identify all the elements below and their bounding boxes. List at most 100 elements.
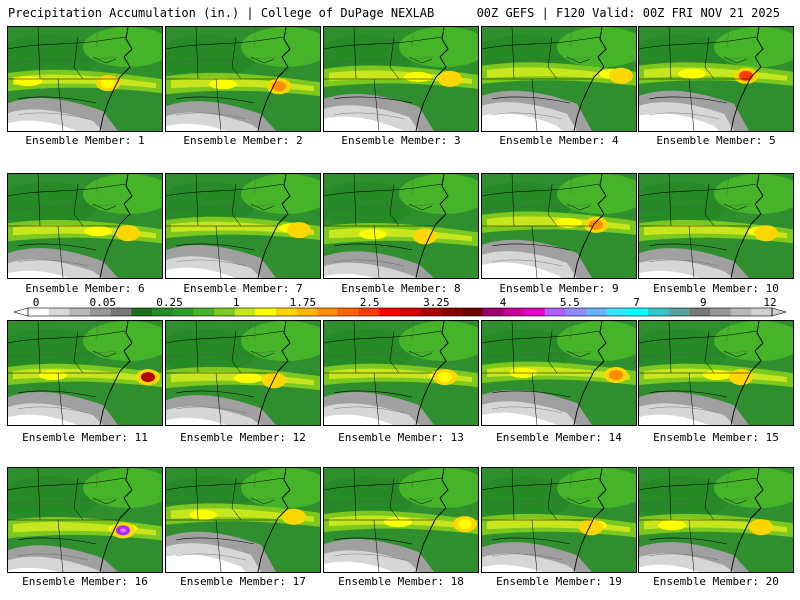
precip-band (359, 229, 387, 240)
county-line (175, 259, 247, 267)
county-line (166, 203, 277, 211)
county-line (95, 174, 99, 195)
state-line (648, 96, 728, 104)
precip-field (241, 174, 320, 214)
county-line (648, 553, 720, 561)
county-line (726, 27, 730, 48)
county-line (253, 321, 257, 342)
precip-band (384, 517, 412, 528)
state-line (333, 390, 413, 398)
colorbar-tick-label: 1.75 (290, 298, 317, 309)
colorbar-swatch (627, 308, 649, 316)
state-line (723, 350, 748, 358)
state-line (668, 468, 672, 521)
dry-area (8, 568, 88, 572)
precip-band (404, 71, 432, 82)
precip-max (458, 519, 472, 530)
precip-band (658, 520, 686, 531)
colorbar-swatch (110, 308, 132, 316)
dry-area (166, 267, 246, 278)
state-line (215, 225, 222, 278)
colorbar-swatch (379, 308, 401, 316)
colorbar-swatch (69, 308, 91, 316)
state-line (688, 225, 695, 278)
state-line (408, 56, 433, 64)
colorbar-swatch (255, 308, 277, 316)
member-label: Ensemble Member: 13 (338, 431, 464, 444)
colorbar-swatch (441, 308, 463, 316)
state-line (566, 497, 591, 505)
state-line (333, 537, 413, 545)
precip-max (287, 511, 301, 522)
state-line (215, 372, 222, 425)
member-label: Ensemble Member: 3 (341, 134, 461, 147)
precip-field (241, 468, 320, 508)
precip-max (759, 228, 773, 239)
state-line (531, 519, 538, 572)
precip-field (557, 174, 636, 214)
county-line (639, 350, 750, 358)
coastline (573, 27, 607, 131)
dry-area (482, 113, 562, 131)
state-line (92, 350, 117, 358)
state-line (333, 96, 413, 104)
county-line (639, 56, 750, 64)
state-line (547, 183, 558, 227)
colorbar-swatch (730, 308, 752, 316)
state-line (73, 330, 84, 374)
county-line (17, 553, 89, 561)
precip-map-panel (165, 320, 321, 426)
precip-map-panel (323, 173, 479, 279)
colorbar-swatch (606, 308, 628, 316)
member-label: Ensemble Member: 4 (499, 134, 619, 147)
colorbar-swatch (172, 308, 194, 316)
county-line (482, 203, 593, 211)
precip-max (443, 73, 457, 84)
colorbar-arrow-right (771, 307, 788, 317)
colorbar-tick-label: 4 (500, 298, 507, 309)
member-label: Ensemble Member: 12 (180, 431, 306, 444)
precip-band (14, 76, 42, 87)
colorbar-swatch (358, 308, 380, 316)
colorbar-swatch (234, 308, 256, 316)
model-run-info: 00Z GEFS | F120 Valid: 00Z FRI NOV 21 20… (476, 6, 780, 20)
county-line (333, 259, 405, 267)
member-label: Ensemble Member: 2 (183, 134, 303, 147)
dry-area (324, 274, 404, 278)
county-line (17, 112, 89, 120)
precip-field (83, 174, 162, 214)
colorbar-frame (27, 307, 773, 317)
member-label: Ensemble Member: 10 (653, 282, 779, 295)
county-line (482, 56, 593, 64)
dry-area (324, 116, 404, 131)
coastline (573, 174, 607, 278)
state-line (566, 203, 591, 211)
dry-area (8, 270, 88, 278)
coastline (573, 468, 607, 572)
precip-field (83, 468, 162, 508)
member-label: Ensemble Member: 1 (25, 134, 145, 147)
coastline (99, 321, 133, 425)
state-line (73, 477, 84, 521)
member-label: Ensemble Member: 5 (656, 134, 776, 147)
state-line (389, 36, 400, 80)
dry-area (639, 113, 719, 131)
precip-band (84, 226, 112, 237)
state-line (353, 468, 357, 521)
precip-max (141, 372, 155, 383)
state-line (231, 477, 242, 521)
state-line (250, 497, 275, 505)
state-line (511, 321, 515, 374)
state-line (373, 372, 380, 425)
state-line (547, 477, 558, 521)
county-line (333, 406, 405, 414)
state-line (704, 36, 715, 80)
colorbar-tick-label: 0.05 (89, 298, 116, 309)
member-label: Ensemble Member: 8 (341, 282, 461, 295)
precip-field (241, 27, 320, 67)
dry-area (324, 561, 404, 572)
state-line (195, 174, 199, 227)
county-line (491, 406, 563, 414)
state-line (408, 203, 433, 211)
state-line (353, 321, 357, 374)
